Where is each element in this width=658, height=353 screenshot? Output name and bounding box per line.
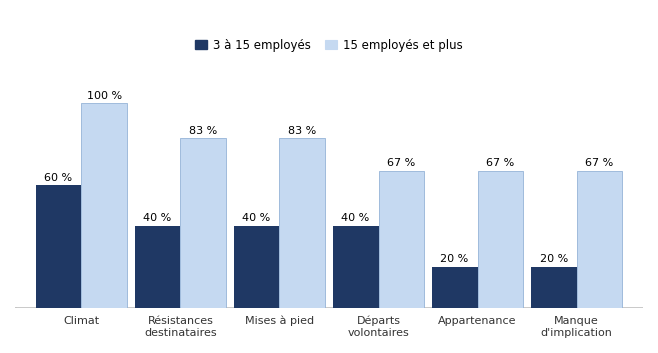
Legend: 3 à 15 employés, 15 employés et plus: 3 à 15 employés, 15 employés et plus: [191, 34, 467, 56]
Text: 67 %: 67 %: [388, 158, 416, 168]
Bar: [576, 171, 622, 307]
Bar: [36, 185, 82, 307]
Bar: [234, 226, 280, 307]
Bar: [280, 138, 325, 307]
Text: 40 %: 40 %: [242, 214, 270, 223]
Bar: [82, 103, 127, 307]
Bar: [333, 226, 378, 307]
Bar: [531, 267, 576, 307]
Text: 83 %: 83 %: [190, 126, 218, 136]
Bar: [180, 138, 226, 307]
Text: 40 %: 40 %: [342, 214, 370, 223]
Text: 67 %: 67 %: [486, 158, 515, 168]
Text: 100 %: 100 %: [87, 91, 122, 101]
Bar: [378, 171, 424, 307]
Bar: [432, 267, 478, 307]
Text: 20 %: 20 %: [440, 254, 468, 264]
Bar: [135, 226, 180, 307]
Text: 83 %: 83 %: [288, 126, 316, 136]
Text: 60 %: 60 %: [44, 173, 72, 183]
Polygon shape: [15, 307, 658, 316]
Bar: [478, 171, 523, 307]
Text: 20 %: 20 %: [540, 254, 568, 264]
Text: 40 %: 40 %: [143, 214, 172, 223]
Text: 67 %: 67 %: [586, 158, 614, 168]
